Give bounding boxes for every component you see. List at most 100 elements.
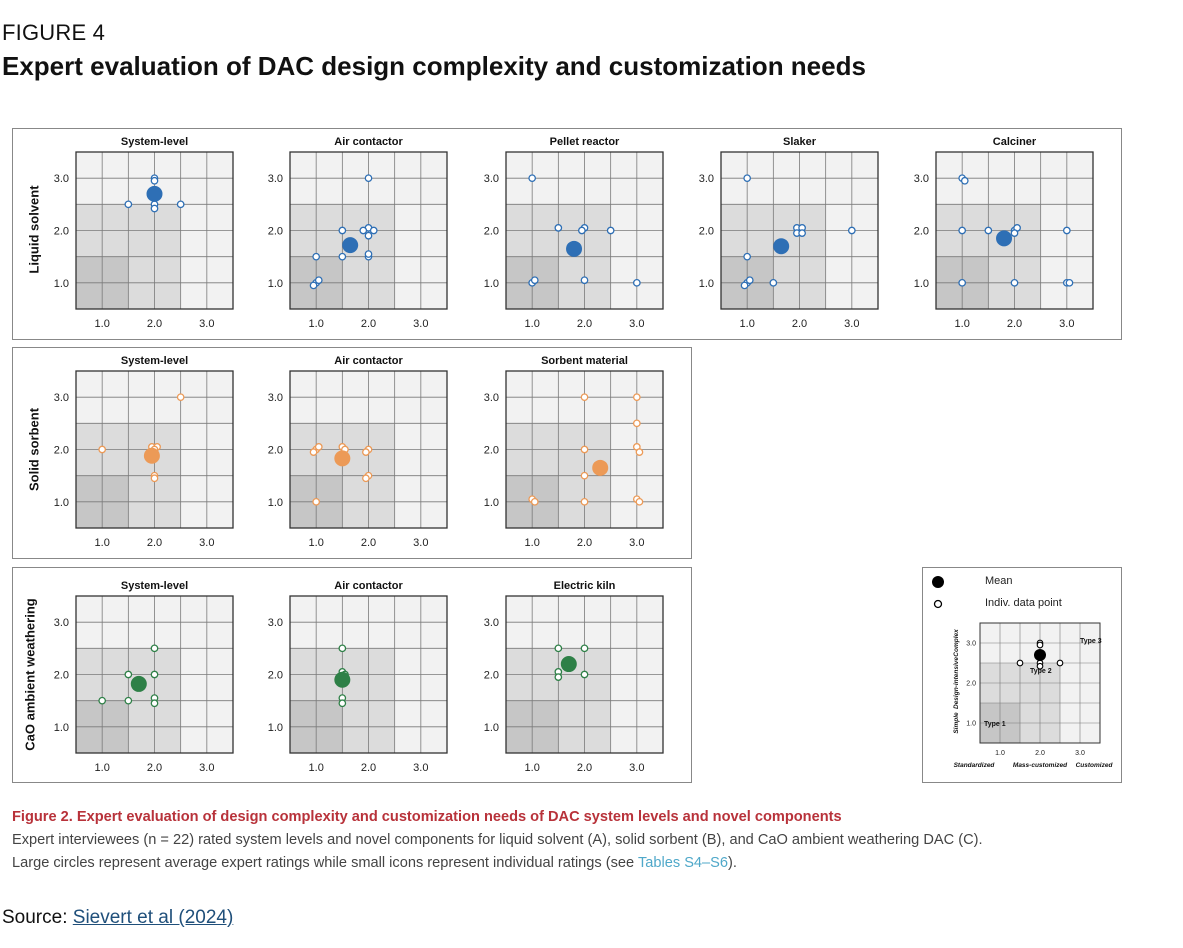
y-side-label: Complex bbox=[953, 629, 960, 657]
data-point bbox=[314, 443, 323, 451]
x-tick-label: 3.0 bbox=[629, 318, 644, 330]
data-point bbox=[958, 226, 967, 235]
data-point bbox=[150, 644, 159, 653]
data-point bbox=[1016, 659, 1024, 667]
x-tick-label: 3.0 bbox=[199, 762, 214, 774]
chart-electric-kiln: Electric kiln 1.0 2.0 3.0 1.0 2.0 3.0 bbox=[484, 580, 664, 774]
plot-frame bbox=[979, 622, 1101, 744]
x-tick-label: 2.0 bbox=[1035, 750, 1045, 757]
y-tick-label: 1.0 bbox=[54, 278, 69, 290]
data-point bbox=[580, 393, 589, 402]
y-tick-label: 3.0 bbox=[54, 392, 69, 404]
x-tick-label: 1.0 bbox=[309, 318, 324, 330]
data-point bbox=[632, 393, 641, 402]
data-point bbox=[150, 670, 159, 679]
mean-point bbox=[1034, 649, 1046, 661]
data-point bbox=[554, 224, 563, 232]
y-tick-label: 2.0 bbox=[54, 445, 69, 457]
chart-title: Sorbent material bbox=[541, 355, 628, 367]
data-point bbox=[124, 670, 133, 679]
chart-title: Air contactor bbox=[334, 136, 403, 148]
y-tick-label: 3.0 bbox=[268, 392, 283, 404]
source-line: Source: Sievert et al (2024) bbox=[2, 907, 233, 929]
y-tick-label: 3.0 bbox=[966, 641, 976, 648]
data-point bbox=[798, 229, 806, 237]
x-tick-label: 3.0 bbox=[844, 318, 859, 330]
mean-point bbox=[592, 459, 609, 476]
y-tick-label: 1.0 bbox=[484, 278, 499, 290]
y-tick-label: 2.0 bbox=[484, 445, 499, 457]
data-point bbox=[769, 278, 778, 287]
data-point bbox=[312, 252, 321, 261]
chart-system-level: System-level 1.0 2.0 3.0 1.0 2.0 3.0 bbox=[54, 580, 234, 774]
x-tick-label: 2.0 bbox=[147, 762, 162, 774]
figure-number: FIGURE 4 bbox=[2, 20, 106, 45]
data-point bbox=[635, 448, 644, 456]
data-point bbox=[635, 497, 644, 506]
y-tick-label: 3.0 bbox=[54, 173, 69, 185]
data-point bbox=[960, 176, 969, 185]
x-tick-label: 2.0 bbox=[577, 318, 592, 330]
data-point bbox=[1065, 278, 1074, 287]
y-tick-label: 1.0 bbox=[966, 721, 976, 728]
x-tick-label: 2.0 bbox=[147, 537, 162, 549]
y-tick-label: 3.0 bbox=[699, 173, 714, 185]
mean-point bbox=[146, 185, 163, 202]
data-point bbox=[314, 276, 323, 285]
caption-line2-post: ). bbox=[728, 855, 737, 871]
data-point bbox=[580, 644, 589, 653]
x-tick-label: 1.0 bbox=[525, 537, 540, 549]
caption-tables-link[interactable]: Tables S4–S6 bbox=[637, 855, 729, 871]
source-link[interactable]: Sievert et al (2024) bbox=[72, 907, 234, 928]
mean-point bbox=[342, 237, 359, 254]
legend-indiv-label: Indiv. data point bbox=[985, 597, 1062, 609]
plot-frame bbox=[935, 151, 1094, 310]
x-tick-label: 1.0 bbox=[95, 762, 110, 774]
legend-mean-label: Mean bbox=[985, 575, 1013, 587]
x-tick-label: 2.0 bbox=[577, 762, 592, 774]
x-tick-label: 2.0 bbox=[147, 318, 162, 330]
mean-point bbox=[143, 447, 160, 464]
data-point bbox=[362, 448, 370, 456]
data-point bbox=[743, 174, 752, 183]
y-tick-label: 2.0 bbox=[484, 226, 499, 238]
y-tick-label: 1.0 bbox=[268, 497, 283, 509]
data-point bbox=[554, 673, 563, 681]
y-tick-label: 1.0 bbox=[54, 497, 69, 509]
caption-title: Figure 2. Expert evaluation of design co… bbox=[12, 809, 842, 825]
y-tick-label: 2.0 bbox=[914, 226, 929, 238]
x-tick-label: 1.0 bbox=[95, 537, 110, 549]
plot-frame bbox=[720, 151, 879, 310]
figure-title: Expert evaluation of DAC design complexi… bbox=[2, 51, 866, 81]
x-tick-label: 2.0 bbox=[792, 318, 807, 330]
y-tick-label: 1.0 bbox=[54, 722, 69, 734]
x-tick-label: 1.0 bbox=[309, 537, 324, 549]
data-point bbox=[530, 497, 539, 506]
x-tick-label: 1.0 bbox=[955, 318, 970, 330]
plot-frame bbox=[505, 370, 664, 529]
x-tick-label: 2.0 bbox=[361, 762, 376, 774]
chart-title: System-level bbox=[121, 136, 188, 148]
data-point bbox=[124, 200, 133, 209]
source-label: Source: bbox=[2, 907, 73, 928]
data-point bbox=[745, 276, 754, 285]
data-point bbox=[632, 419, 641, 428]
data-point bbox=[740, 281, 749, 290]
data-point bbox=[580, 670, 589, 679]
mean-point bbox=[566, 240, 583, 257]
y-tick-label: 2.0 bbox=[54, 670, 69, 682]
y-tick-label: 1.0 bbox=[484, 497, 499, 509]
legend-mean-marker bbox=[932, 576, 944, 588]
legend-panel: 1.0 1.0 2.0 2.0 3.0 3.0 Type 1 Type 2 Type 3 Comp… bbox=[922, 567, 1122, 783]
x-tick-label: 2.0 bbox=[361, 537, 376, 549]
chart-title: System-level bbox=[121, 355, 188, 367]
y-tick-label: 3.0 bbox=[484, 173, 499, 185]
x-tick-label: 3.0 bbox=[629, 762, 644, 774]
chart-title: Pellet reactor bbox=[550, 136, 620, 148]
y-tick-label: 2.0 bbox=[268, 226, 283, 238]
y-tick-label: 1.0 bbox=[268, 278, 283, 290]
data-point bbox=[743, 252, 752, 261]
type-label: Type 3 bbox=[1080, 638, 1102, 645]
plot-frame bbox=[75, 370, 234, 529]
